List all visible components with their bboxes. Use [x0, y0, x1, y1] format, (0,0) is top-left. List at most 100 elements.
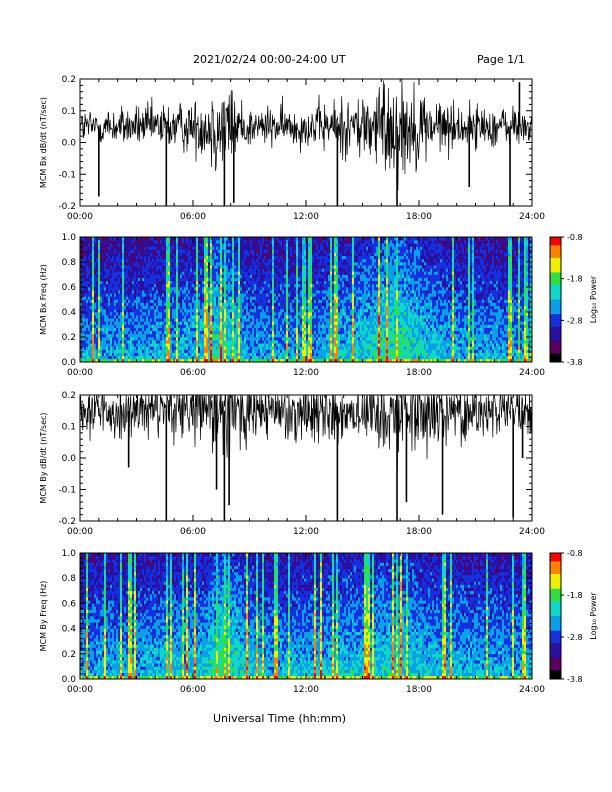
spectrogram-cell: [124, 249, 127, 253]
spectrogram-cell: [308, 321, 311, 325]
spectrogram-cell: [150, 268, 153, 272]
spectrogram-cell: [248, 268, 251, 272]
spectrogram-cell: [282, 340, 285, 344]
spectrogram-cell: [116, 302, 119, 307]
spectrogram-cell: [118, 352, 121, 357]
spectrogram-cell: [244, 340, 247, 344]
spectrogram-cell: [142, 283, 145, 288]
spectrogram-cell: [92, 252, 95, 257]
spectrogram-cell: [188, 237, 191, 241]
spectrogram-cell: [152, 305, 155, 310]
spectrogram-cell: [110, 262, 113, 266]
spectrogram-cell: [274, 274, 277, 278]
spectrogram-cell: [198, 318, 201, 322]
spectrogram-cell: [266, 280, 269, 285]
spectrogram-cell: [298, 305, 301, 310]
spectrogram-cell: [278, 280, 281, 285]
spectrogram-cell: [148, 333, 151, 338]
spectrogram-cell: [268, 243, 271, 247]
spectrogram-cell: [102, 337, 105, 341]
spectrogram-cell: [118, 280, 121, 285]
spectrogram-cell: [298, 243, 301, 247]
spectrogram-cell: [204, 249, 207, 253]
spectrogram-cell: [96, 308, 99, 313]
spectrogram-cell: [160, 333, 163, 338]
spectrogram-cell: [134, 358, 137, 363]
spectrogram-cell: [316, 283, 319, 288]
spectrogram-cell: [312, 333, 315, 338]
spectrogram-cell: [136, 268, 139, 272]
spectrogram-cell: [254, 318, 257, 322]
spectrogram-cell: [256, 252, 259, 257]
spectrogram-cell: [232, 358, 235, 363]
spectrogram-cell: [140, 265, 143, 269]
spectrogram-cell: [130, 333, 133, 338]
spectrogram-cell: [288, 237, 291, 241]
spectrogram-cell: [112, 302, 115, 307]
spectrogram-cell: [144, 265, 147, 269]
spectrogram-cell: [210, 327, 213, 332]
spectrogram-cell: [190, 283, 193, 288]
spectrogram-cell: [260, 258, 263, 263]
spectrogram-cell: [268, 280, 271, 285]
spectrogram-cell: [282, 333, 285, 338]
spectrogram-cell: [196, 280, 199, 285]
spectrogram-cell: [298, 337, 301, 341]
spectrogram-cell: [90, 308, 93, 313]
spectrogram-cell: [298, 349, 301, 353]
spectrogram-cell: [106, 302, 109, 307]
spectrogram-cell: [246, 255, 249, 260]
spectrogram-cell: [210, 315, 213, 319]
spectrogram-cell: [100, 318, 103, 322]
spectrogram-cell: [234, 237, 237, 241]
spectrogram-cell: [142, 240, 145, 244]
spectrogram-cell: [202, 258, 205, 263]
spectrogram-cell: [268, 277, 271, 282]
spectrogram-cell: [238, 243, 241, 247]
spectrogram-cell: [146, 337, 149, 341]
spectrogram-cell: [212, 283, 215, 288]
spectrogram-cell: [140, 355, 143, 360]
spectrogram-cell: [162, 318, 165, 322]
spectrogram-cell: [136, 358, 139, 363]
spectrogram-cell: [208, 287, 211, 291]
spectrogram-cell: [114, 305, 117, 310]
spectrogram-cell: [270, 315, 273, 319]
spectrogram-cell: [204, 296, 207, 300]
spectrogram-cell: [180, 258, 183, 263]
spectrogram-cell: [116, 287, 119, 291]
spectrogram-cell: [278, 258, 281, 263]
spectrogram-cell: [196, 349, 199, 353]
spectrogram-cell: [152, 271, 155, 275]
spectrogram-cell: [144, 262, 147, 266]
spectrogram-cell: [284, 321, 287, 325]
spectrogram-cell: [276, 258, 279, 263]
spectrogram-cell: [212, 308, 215, 313]
spectrogram-cell: [84, 337, 87, 341]
spectrogram-cell: [218, 249, 221, 253]
spectrogram-cell: [96, 333, 99, 338]
spectrogram-cell: [296, 293, 299, 297]
spectrogram-cell: [232, 312, 235, 316]
spectrogram-cell: [116, 283, 119, 288]
spectrogram-cell: [170, 237, 173, 241]
spectrogram-cell: [250, 352, 253, 357]
spectrogram-cell: [186, 324, 189, 328]
spectrogram-cell: [134, 321, 137, 325]
spectrogram-cell: [196, 321, 199, 325]
spectrogram-cell: [242, 315, 245, 319]
spectrogram-cell: [164, 265, 167, 269]
spectrogram-cell: [296, 249, 299, 253]
spectrogram-cell: [294, 343, 297, 347]
spectrogram-cell: [268, 249, 271, 253]
spectrogram-cell: [200, 246, 203, 250]
spectrogram-cell: [206, 327, 209, 332]
spectrogram-cell: [90, 343, 93, 347]
spectrogram-cell: [234, 293, 237, 297]
spectrogram-cell: [92, 237, 95, 241]
spectrogram-cell: [222, 262, 225, 266]
spectrogram-cell: [286, 355, 289, 360]
spectrogram-cell: [124, 246, 127, 250]
spectrogram-cell: [164, 255, 167, 260]
spectrogram-cell: [98, 330, 101, 335]
